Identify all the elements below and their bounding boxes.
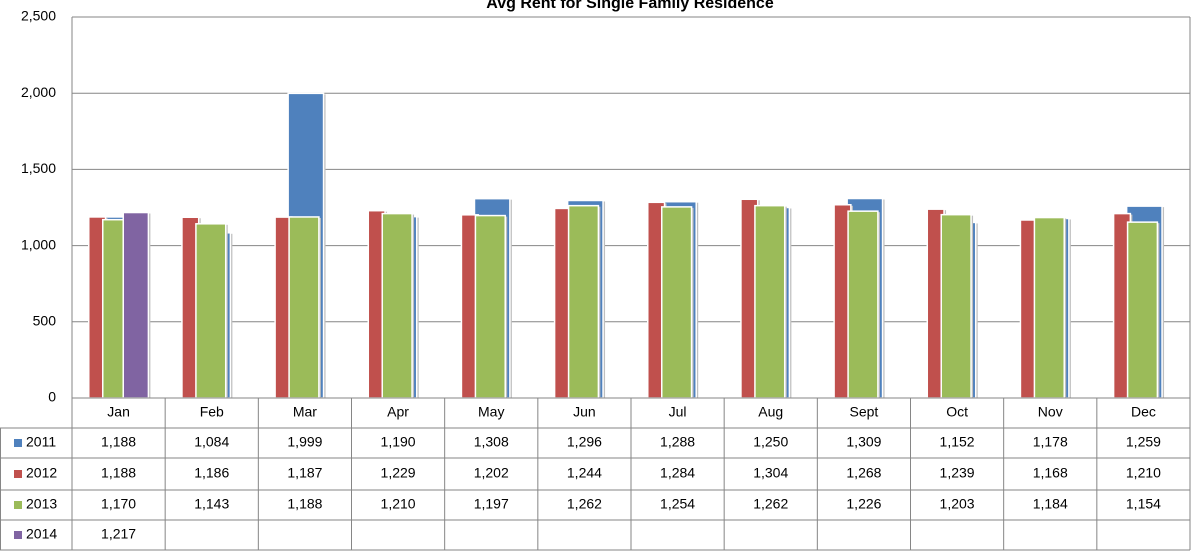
bar [288,216,320,399]
data-label: 1,304 [753,465,788,481]
bar [1126,221,1159,399]
data-label: 1,239 [940,465,975,481]
data-label: 1,203 [940,496,975,512]
y-tick-label: 0 [48,389,56,405]
data-label: 1,250 [753,434,788,450]
bar [754,204,786,399]
y-tick-label: 2,500 [21,8,56,24]
chart-title: Avg Rent for Single Family Residence [486,0,774,12]
data-label: 1,184 [1033,496,1068,512]
legend-label: 2014 [26,526,57,542]
x-tick-label: Aug [758,404,783,420]
x-tick-label: Mar [293,404,317,420]
bar [567,204,600,399]
x-tick-label: Jan [107,404,130,420]
legend-swatch [14,501,22,509]
bar [1033,216,1065,399]
x-tick-label: May [478,404,504,420]
x-tick-label: Feb [200,404,224,420]
x-tick-label: Dec [1131,404,1156,420]
data-label: 1,197 [474,496,509,512]
data-label: 1,188 [287,496,322,512]
data-label: 1,170 [101,496,136,512]
data-label: 1,190 [381,434,416,450]
data-label: 1,288 [660,434,695,450]
data-label: 1,309 [846,434,881,450]
bar [122,211,150,399]
data-label: 1,262 [567,496,602,512]
data-label: 1,152 [940,434,975,450]
legend-label: 2012 [26,465,57,481]
bar [847,210,879,399]
data-label: 1,308 [474,434,509,450]
data-label: 1,210 [1126,465,1161,481]
data-label: 1,178 [1033,434,1068,450]
bar [381,212,413,399]
data-label: 1,226 [846,496,881,512]
y-tick-label: 500 [33,313,57,329]
data-label: 1,188 [101,434,136,450]
data-label: 1,259 [1126,434,1161,450]
y-tick-label: 1,500 [21,160,56,176]
data-label: 1,244 [567,465,602,481]
y-tick-label: 1,000 [21,236,56,252]
x-tick-label: Jul [669,404,687,420]
x-tick-label: Jun [573,404,596,420]
data-label: 1,186 [194,465,229,481]
data-label: 1,210 [381,496,416,512]
bar [940,213,972,399]
x-tick-label: Nov [1038,404,1063,420]
data-label: 1,188 [101,465,136,481]
data-label: 1,084 [194,434,229,450]
data-label: 1,284 [660,465,695,481]
y-tick-label: 2,000 [21,84,56,100]
legend-label: 2013 [26,496,57,512]
x-tick-label: Oct [946,404,968,420]
data-label: 1,168 [1033,465,1068,481]
x-tick-label: Apr [387,404,409,420]
legend-label: 2011 [26,434,56,450]
data-label: 1,254 [660,496,695,512]
data-label: 1,154 [1126,496,1161,512]
data-label: 1,187 [287,465,322,481]
data-label: 1,229 [381,465,416,481]
legend-swatch [14,439,22,447]
data-label: 1,999 [287,434,322,450]
bar [660,206,693,399]
x-tick-label: Sept [850,404,879,420]
data-label: 1,268 [846,465,881,481]
data-label: 1,262 [753,496,788,512]
data-label: 1,296 [567,434,602,450]
bar [195,223,227,399]
bar [474,214,506,399]
data-label: 1,143 [194,496,229,512]
data-label: 1,217 [101,526,136,542]
data-label: 1,202 [474,465,509,481]
legend-swatch [14,470,22,478]
legend-swatch [14,531,22,539]
